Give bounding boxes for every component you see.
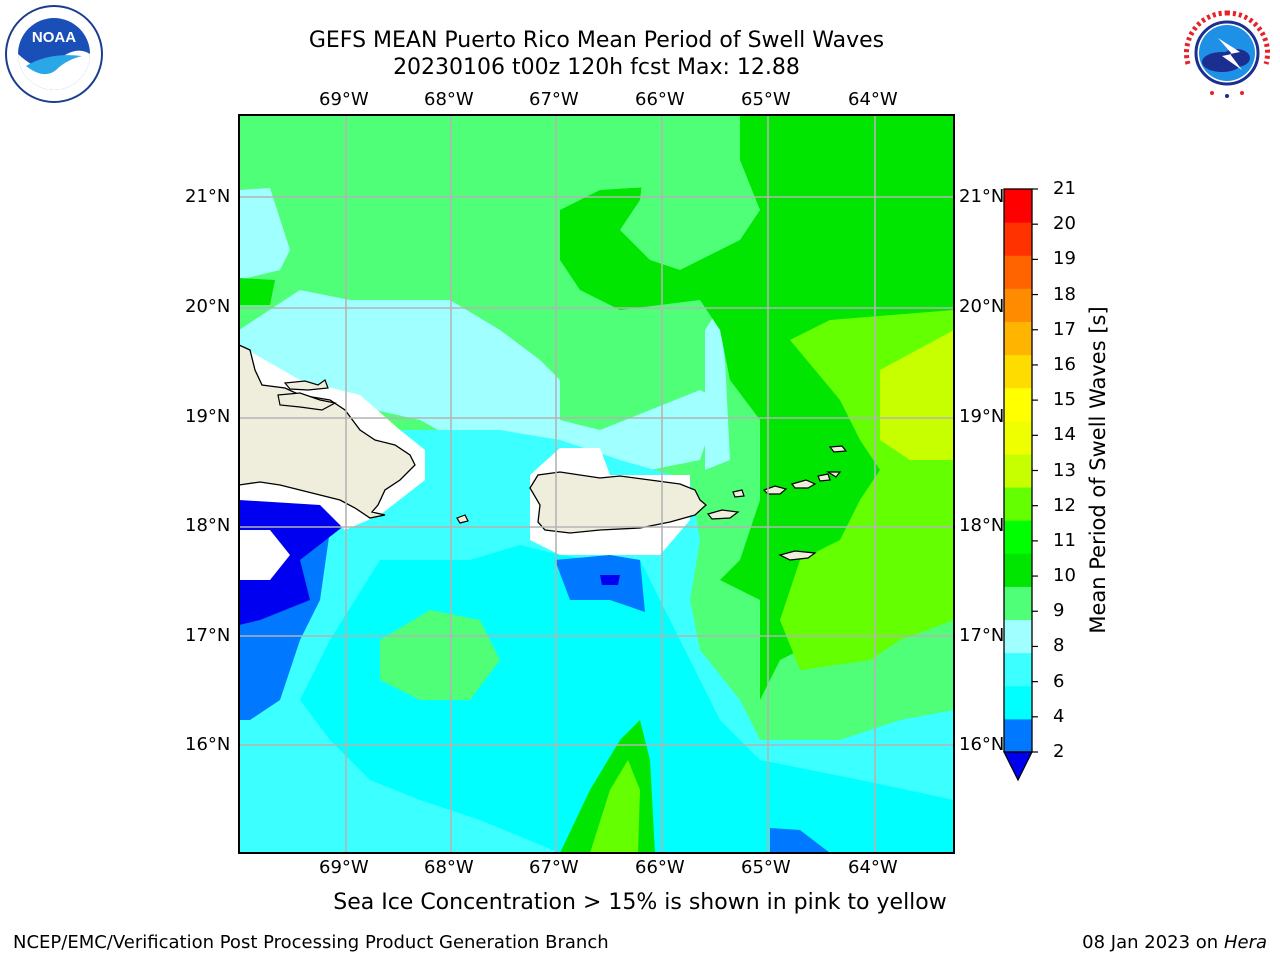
lon-label-top-67w: 67°W — [529, 89, 579, 110]
colorbar-tick-label: 2 — [1053, 741, 1065, 762]
colorbar-title: Mean Period of Swell Waves [s] — [1086, 306, 1110, 634]
colorbar-extend-arrow — [1003, 751, 1033, 782]
island-mona — [456, 514, 469, 524]
lat-label-right-21n: 21°N — [959, 186, 1005, 207]
island-culebra — [732, 489, 745, 498]
lon-label-top-65w: 65°W — [741, 89, 791, 110]
footer-credit: NCEP/EMC/Verification Post Processing Pr… — [13, 932, 609, 953]
colorbar-segment — [1004, 652, 1032, 687]
colorbar-tick-label: 8 — [1053, 635, 1065, 657]
lon-label-top-66w: 66°W — [635, 89, 685, 110]
colorbar-tick-label: 10 — [1053, 565, 1076, 587]
island-vieques — [706, 509, 740, 520]
colorbar-segment — [1004, 321, 1032, 356]
lon-label-bottom-66w: 66°W — [635, 857, 685, 878]
lon-label-top-64w: 64°W — [848, 89, 898, 110]
contour-2-4s-south-edge — [770, 828, 830, 853]
colorbar-segment — [1004, 288, 1032, 322]
contour-9-10s-ridge — [620, 115, 760, 270]
colorbar-tick-label: 20 — [1053, 213, 1076, 235]
lat-label-right-16n: 16°N — [959, 734, 1005, 755]
colorbar-segment — [1004, 553, 1032, 587]
colorbar-segment — [1004, 520, 1032, 554]
chart-subtitle: 20230106 t00z 120h fcst Max: 12.88 — [393, 55, 800, 80]
contour-8-9s-east-strip — [705, 310, 730, 470]
lat-label-left-16n: 16°N — [185, 734, 231, 755]
graticule — [239, 115, 954, 853]
colorbar-tick-label: 12 — [1053, 494, 1076, 516]
colorbar-tick-label: 4 — [1053, 705, 1065, 727]
footer-date: 08 Jan 2023 on Hera — [1082, 932, 1267, 953]
contour-below-2s-south-of-pr — [600, 575, 620, 585]
contour-9-10s-south-pocket — [380, 610, 500, 700]
islands-virgin — [762, 471, 842, 495]
island-anegada — [828, 445, 848, 453]
island-st-croix — [778, 550, 817, 561]
colorbar-segment — [1004, 453, 1032, 488]
colorbar-frame — [1003, 188, 1033, 753]
colorbar-segment — [1004, 718, 1032, 753]
lon-label-bottom-65w: 65°W — [741, 857, 791, 878]
lat-label-right-18n: 18°N — [959, 515, 1005, 536]
colorbar-segment — [1004, 387, 1032, 422]
chart-title: GEFS MEAN Puerto Rico Mean Period of Swe… — [308, 28, 885, 53]
map-frame — [238, 114, 955, 854]
contour-10-11s-west-edge — [239, 278, 275, 305]
lon-label-top-68w: 68°W — [424, 89, 474, 110]
colorbar-tick-label: 11 — [1053, 529, 1076, 551]
colorbar-tick-label: 19 — [1053, 248, 1076, 270]
lon-label-bottom-67w: 67°W — [529, 857, 579, 878]
colorbar-segment — [1004, 619, 1032, 654]
lon-label-bottom-64w: 64°W — [848, 857, 898, 878]
footer-date-text: 08 Jan 2023 on — [1082, 932, 1224, 953]
lat-label-left-18n: 18°N — [185, 515, 231, 536]
colorbar-tick-label: 13 — [1053, 459, 1076, 481]
colorbar-tick-label: 16 — [1053, 353, 1076, 375]
colorbar-tick-label: 18 — [1053, 283, 1076, 305]
lat-label-right-20n: 20°N — [959, 296, 1005, 317]
colorbar-tick-label: 9 — [1053, 600, 1065, 622]
noaa-logo-wordmark: NOAA — [32, 29, 76, 46]
colorbar-segment — [1004, 255, 1032, 289]
lat-label-left-20n: 20°N — [185, 296, 231, 317]
colorbar-segment — [1004, 685, 1032, 720]
colorbar-segment — [1004, 586, 1032, 621]
colorbar-tick-label: 6 — [1053, 670, 1065, 692]
lat-label-left-21n: 21°N — [185, 186, 231, 207]
colorbar-tick-label: 21 — [1053, 178, 1076, 199]
colorbar-tick-label: 14 — [1053, 424, 1076, 446]
colorbar-segment — [1004, 222, 1032, 256]
lon-label-top-69w: 69°W — [319, 89, 369, 110]
lat-label-left-17n: 17°N — [185, 625, 231, 646]
lon-label-bottom-68w: 68°W — [424, 857, 474, 878]
lat-label-left-19n: 19°N — [185, 406, 231, 427]
colorbar-segment — [1004, 487, 1032, 521]
mask-southwest — [239, 530, 290, 580]
colorbar-tick-label: 17 — [1053, 318, 1076, 340]
footer-host: Hera — [1223, 932, 1267, 953]
lat-label-right-17n: 17°N — [959, 625, 1005, 646]
island-gonave — [277, 392, 337, 411]
colorbar-tick-label: 15 — [1053, 389, 1076, 411]
contour-2-4s-south-of-pr — [555, 555, 645, 612]
lon-label-bottom-69w: 69°W — [319, 857, 369, 878]
colorbar-segment — [1004, 189, 1032, 223]
nws-logo — [1178, 4, 1276, 102]
colorbar — [1004, 188, 1038, 753]
contour-11-12s-south-plume — [590, 760, 640, 853]
colorbar-segment — [1004, 420, 1032, 455]
lat-label-right-19n: 19°N — [959, 406, 1005, 427]
contour-12-13s-east — [880, 330, 954, 460]
sea-ice-caption: Sea Ice Concentration > 15% is shown in … — [333, 890, 947, 915]
land-hispaniola — [239, 344, 416, 519]
noaa-logo: NOAA — [4, 4, 104, 104]
island-tortuga — [283, 379, 329, 391]
colorbar-segment — [1004, 354, 1032, 389]
